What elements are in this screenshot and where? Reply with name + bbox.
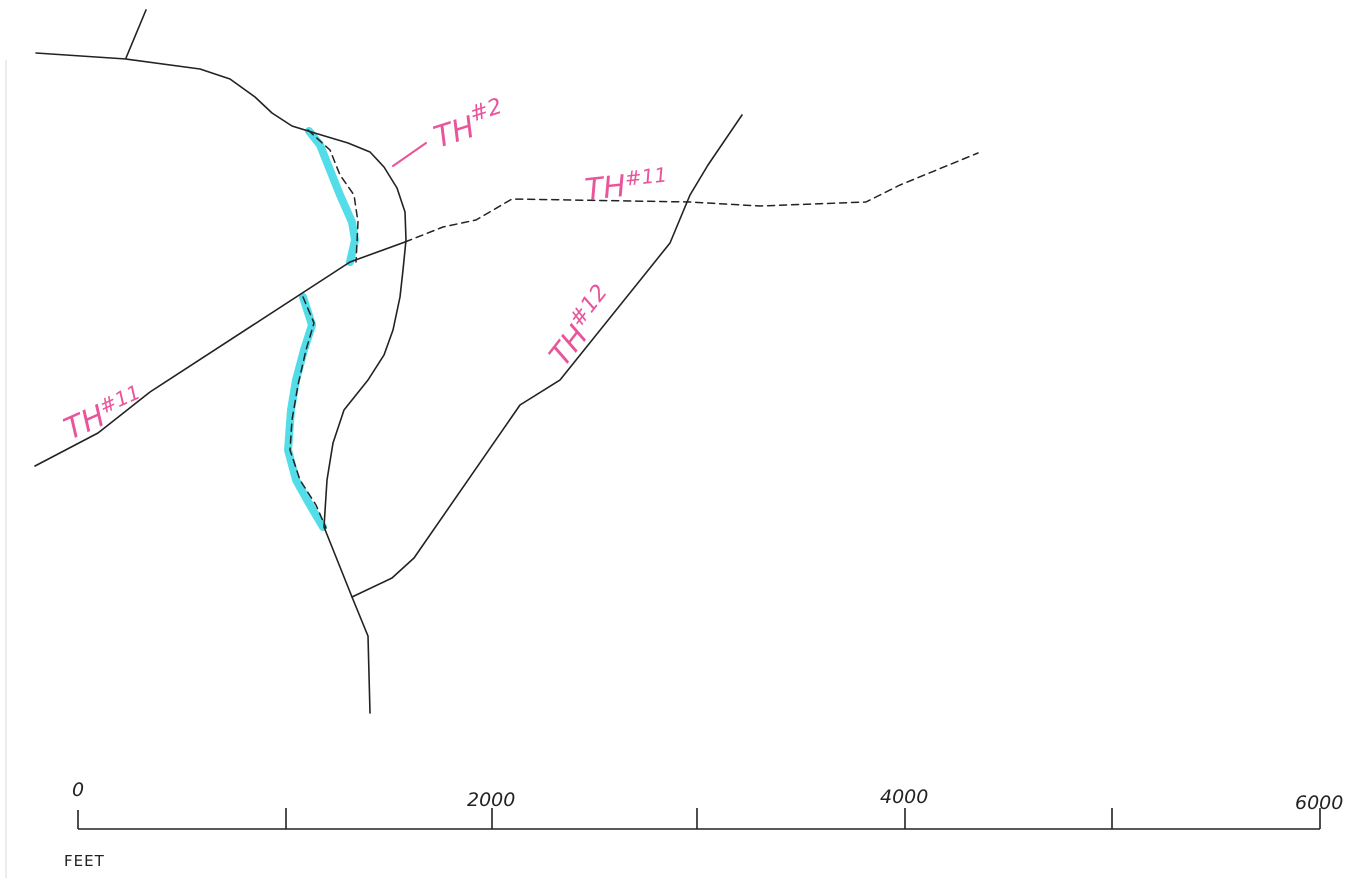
- scale-label-0: 0: [72, 779, 84, 801]
- dashed-lines: [289, 129, 979, 529]
- scale-label-2000: 2000: [467, 789, 515, 811]
- highlight-lower: [284, 293, 327, 531]
- road-th2-dashed-lower: [289, 296, 327, 529]
- scale-bar: 0 2000 4000 6000 FEET: [64, 779, 1343, 870]
- road-th2: [35, 52, 407, 714]
- label-th11-upper: TH#11: [583, 162, 670, 207]
- highlighted-segments: [284, 127, 359, 531]
- label-th12: TH#12: [540, 280, 624, 373]
- road-top-spur: [125, 9, 147, 59]
- road-th11-upper-dashed: [404, 152, 979, 243]
- road-th12: [351, 114, 743, 598]
- th2-leader-line: [392, 142, 427, 167]
- road-th2-dashed-upper: [307, 129, 359, 263]
- scale-unit-label: FEET: [64, 852, 105, 870]
- road-th11-lower: [34, 241, 406, 467]
- label-th2: TH#2: [428, 94, 510, 156]
- label-th11-lower: TH#11: [58, 380, 149, 448]
- scale-label-4000: 4000: [880, 786, 928, 808]
- highlight-upper: [305, 127, 359, 266]
- scale-label-6000: 6000: [1295, 792, 1343, 814]
- solid-lines: [34, 9, 743, 714]
